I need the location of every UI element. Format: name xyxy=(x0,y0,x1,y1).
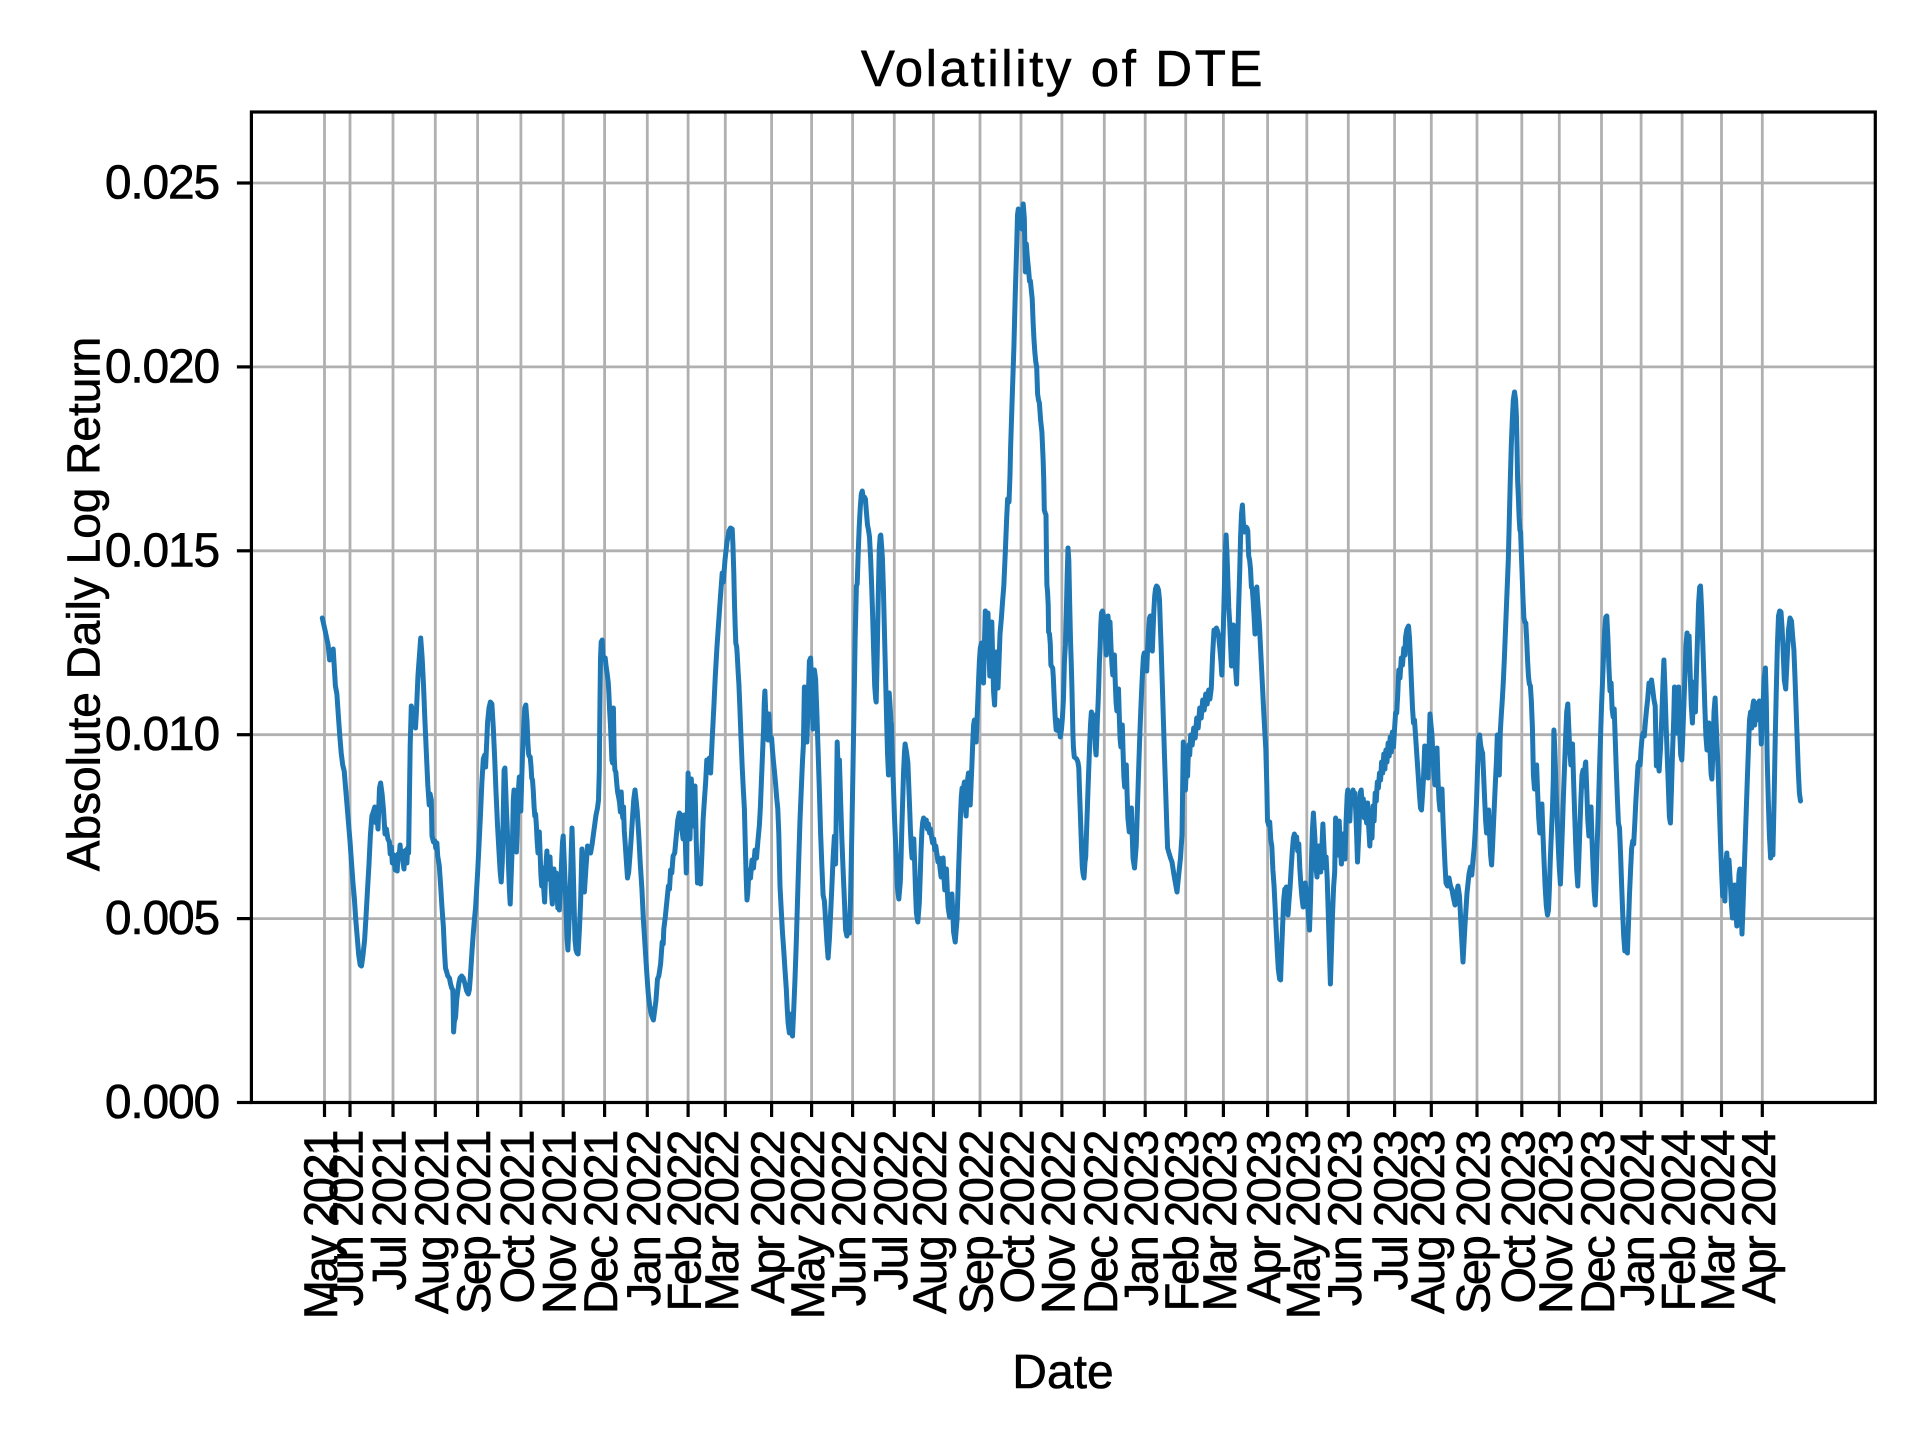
svg-text:Sep 2022: Sep 2022 xyxy=(950,1132,1003,1314)
svg-text:Oct 2021: Oct 2021 xyxy=(490,1132,543,1304)
svg-text:Mar 2023: Mar 2023 xyxy=(1193,1131,1246,1312)
svg-text:0.025: 0.025 xyxy=(105,157,219,210)
svg-text:Jun 2023: Jun 2023 xyxy=(1318,1131,1371,1306)
svg-text:Nov 2022: Nov 2022 xyxy=(1031,1132,1084,1314)
svg-text:Aug 2023: Aug 2023 xyxy=(1401,1131,1454,1314)
svg-text:Aug 2022: Aug 2022 xyxy=(903,1132,956,1314)
svg-text:Mar 2022: Mar 2022 xyxy=(695,1132,748,1312)
svg-text:Jun 2021: Jun 2021 xyxy=(320,1132,373,1306)
svg-text:Jan 2022: Jan 2022 xyxy=(617,1132,670,1306)
svg-text:0.010: 0.010 xyxy=(105,708,219,761)
svg-text:Jun 2022: Jun 2022 xyxy=(822,1132,875,1306)
svg-text:Dec 2021: Dec 2021 xyxy=(574,1132,627,1314)
svg-text:Sep 2023: Sep 2023 xyxy=(1447,1131,1500,1314)
svg-text:Nov 2023: Nov 2023 xyxy=(1529,1131,1582,1314)
svg-text:Apr 2024: Apr 2024 xyxy=(1732,1131,1785,1304)
svg-text:Apr 2022: Apr 2022 xyxy=(741,1132,794,1304)
svg-text:Jul 2021: Jul 2021 xyxy=(363,1132,416,1291)
svg-text:Volatility of DTE: Volatility of DTE xyxy=(861,40,1265,97)
svg-text:Jan 2023: Jan 2023 xyxy=(1115,1131,1168,1306)
svg-text:Feb 2024: Feb 2024 xyxy=(1652,1131,1705,1312)
svg-text:May 2023: May 2023 xyxy=(1276,1131,1329,1319)
svg-text:Oct 2023: Oct 2023 xyxy=(1491,1131,1544,1304)
svg-text:May 2022: May 2022 xyxy=(781,1132,834,1319)
svg-text:Jul 2022: Jul 2022 xyxy=(864,1132,917,1291)
svg-text:Dec 2023: Dec 2023 xyxy=(1571,1131,1624,1314)
svg-text:Sep 2021: Sep 2021 xyxy=(447,1132,500,1314)
svg-text:0.015: 0.015 xyxy=(105,524,219,577)
svg-text:Feb 2022: Feb 2022 xyxy=(658,1132,711,1312)
svg-text:Dec 2022: Dec 2022 xyxy=(1074,1132,1127,1314)
svg-text:Apr 2023: Apr 2023 xyxy=(1237,1131,1290,1304)
svg-text:May 2021: May 2021 xyxy=(294,1132,347,1319)
svg-text:Jan 2024: Jan 2024 xyxy=(1611,1131,1664,1306)
svg-text:Feb 2023: Feb 2023 xyxy=(1155,1131,1208,1312)
svg-text:Aug 2021: Aug 2021 xyxy=(405,1132,458,1314)
svg-text:0.000: 0.000 xyxy=(105,1076,219,1129)
svg-text:Mar 2024: Mar 2024 xyxy=(1691,1131,1744,1312)
svg-text:Oct 2022: Oct 2022 xyxy=(991,1132,1044,1304)
svg-text:0.005: 0.005 xyxy=(105,892,219,945)
svg-text:Absolute Daily Log Return: Absolute Daily Log Return xyxy=(58,337,110,871)
svg-text:0.020: 0.020 xyxy=(105,340,219,393)
svg-text:Jul 2023: Jul 2023 xyxy=(1364,1131,1417,1291)
svg-text:Nov 2021: Nov 2021 xyxy=(533,1132,586,1314)
svg-text:Date: Date xyxy=(1012,1346,1113,1399)
